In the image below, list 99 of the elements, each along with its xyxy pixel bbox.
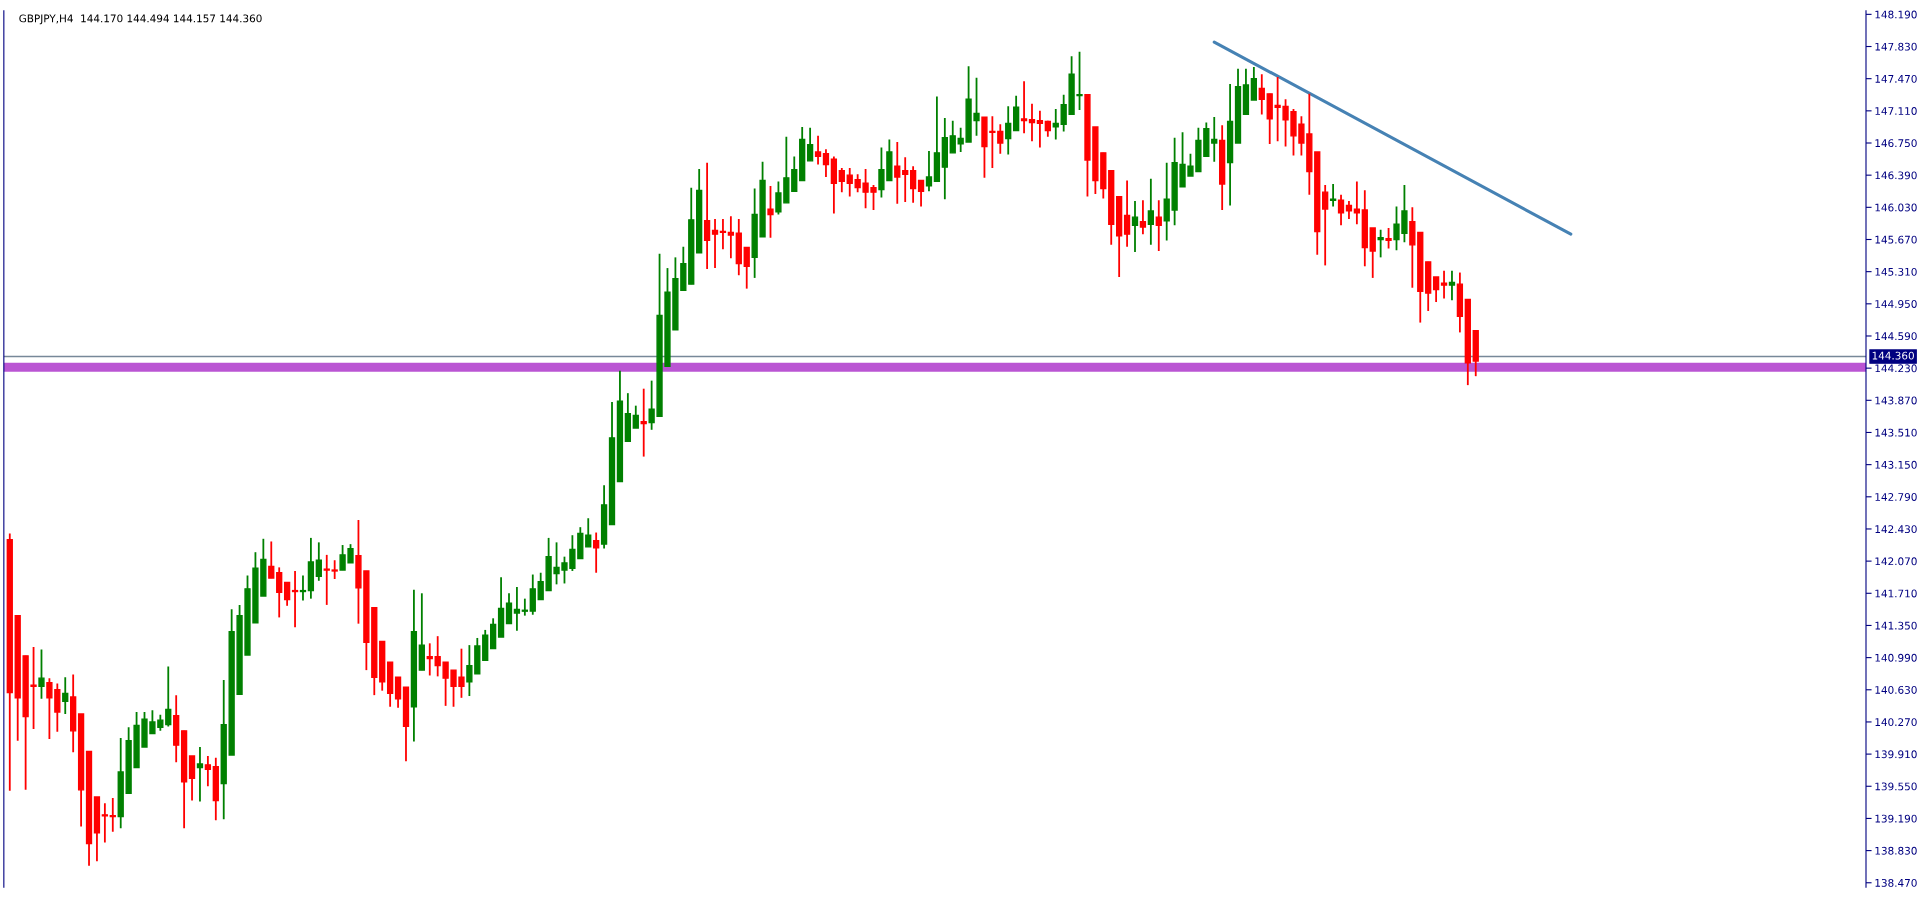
candlestick: [1353, 180, 1361, 226]
candlestick: [529, 573, 536, 616]
candlestick: [838, 167, 845, 194]
candlestick: [1147, 177, 1155, 246]
candlestick: [62, 676, 69, 715]
y-tick-label: 141.710: [1875, 589, 1917, 598]
candlestick: [1139, 199, 1147, 236]
candlestick: [791, 155, 798, 193]
y-tick-label: 147.110: [1875, 107, 1917, 115]
candlestick: [814, 134, 822, 166]
candlestick: [1337, 193, 1345, 227]
candlestick: [727, 215, 735, 260]
candlestick: [1211, 116, 1218, 163]
candlestick: [925, 150, 933, 193]
y-tick-label: 147.830: [1875, 42, 1917, 51]
y-tick-label: 139.550: [1875, 782, 1917, 791]
candlestick: [1052, 108, 1059, 141]
y-tick-label: 138.470: [1875, 878, 1917, 887]
chart-title: GBPJPY,H4 144.170 144.494 144.157 144.360: [19, 14, 262, 25]
candlestick: [1155, 199, 1162, 253]
candlestick: [846, 167, 853, 198]
candlestick: [767, 184, 774, 239]
y-tick-label: 143.870: [1875, 396, 1917, 405]
candlestick: [1385, 226, 1392, 250]
y-tick-label: 143.150: [1875, 460, 1917, 469]
candlestick: [719, 218, 727, 251]
candlestick: [505, 592, 513, 625]
candlestick: [1123, 179, 1131, 248]
candlestick: [291, 570, 299, 629]
candlestick: [276, 566, 283, 619]
candlestick: [1440, 269, 1448, 300]
candlestick: [1036, 109, 1044, 149]
candlestick: [632, 404, 639, 429]
candlestick: [204, 754, 212, 788]
candlestick: [394, 676, 402, 709]
candlestick: [585, 517, 592, 548]
y-tick-label: 146.030: [1875, 203, 1917, 212]
candlestick: [1005, 105, 1012, 156]
y-tick-label: 145.310: [1875, 267, 1917, 276]
y-tick-label: 142.070: [1875, 557, 1917, 566]
candlestick: [323, 553, 330, 606]
candlestick: [1028, 102, 1036, 143]
candlestick: [640, 387, 647, 458]
candlestick: [917, 179, 925, 208]
y-tick-label: 145.670: [1875, 235, 1917, 244]
candlestick: [743, 246, 750, 290]
candlestick: [894, 141, 901, 205]
y-tick-label: 147.470: [1875, 74, 1917, 83]
y-tick-label: 140.630: [1875, 686, 1917, 694]
candlestick: [268, 540, 275, 580]
candlestick: [38, 648, 45, 700]
candlestick: [1377, 228, 1384, 259]
y-tick-label: 144.590: [1875, 332, 1917, 341]
candlestick: [806, 126, 814, 162]
y-tick-label: 143.510: [1875, 428, 1917, 437]
candlestick: [315, 541, 322, 582]
y-tick-label: 141.350: [1875, 621, 1917, 630]
candlestick: [1012, 94, 1020, 132]
candlestick: [1448, 269, 1456, 302]
candlestick: [1322, 184, 1329, 267]
candlestick: [188, 754, 196, 802]
candlestick: [1250, 66, 1258, 102]
candlestick: [1409, 206, 1416, 289]
ref-line-label: 144.360: [1872, 351, 1914, 360]
candlestick: [703, 161, 711, 270]
y-tick-label: 144.950: [1875, 300, 1917, 308]
candlestick: [1020, 80, 1028, 135]
candlestick: [1258, 73, 1265, 116]
candlestick: [949, 119, 956, 154]
y-tick-label: 140.270: [1875, 718, 1917, 727]
y-tick-label: 142.790: [1875, 493, 1917, 501]
candlestick: [1432, 276, 1440, 303]
candlestick: [909, 165, 917, 204]
candlestick: [513, 586, 521, 632]
candlestick: [822, 148, 830, 178]
y-tick-label: 139.190: [1875, 814, 1917, 823]
candlestick: [902, 156, 909, 203]
candlestick: [1131, 200, 1139, 253]
y-tick-label: 142.430: [1875, 525, 1917, 534]
candlestick: [165, 665, 172, 728]
candlestick: [1369, 226, 1376, 279]
y-tick-label: 146.750: [1875, 139, 1917, 148]
candlestick: [331, 559, 338, 580]
y-tick-label: 144.230: [1875, 364, 1917, 373]
y-tick-label: 148.190: [1875, 10, 1917, 19]
y-tick-label: 140.990: [1875, 653, 1917, 662]
candlestick: [283, 581, 291, 607]
candlestick: [521, 597, 529, 617]
y-tick-label: 139.910: [1875, 750, 1917, 759]
candlestick: [299, 574, 307, 602]
candlestick: [101, 802, 109, 844]
candlestick: [109, 796, 116, 833]
candlestick: [426, 642, 433, 677]
y-tick-label: 138.830: [1875, 846, 1917, 855]
candlestick: [196, 746, 204, 803]
candlestick: [711, 218, 719, 269]
candlestick: [593, 531, 600, 574]
y-tick-label: 146.390: [1875, 171, 1917, 180]
candlestick: [1329, 183, 1337, 208]
